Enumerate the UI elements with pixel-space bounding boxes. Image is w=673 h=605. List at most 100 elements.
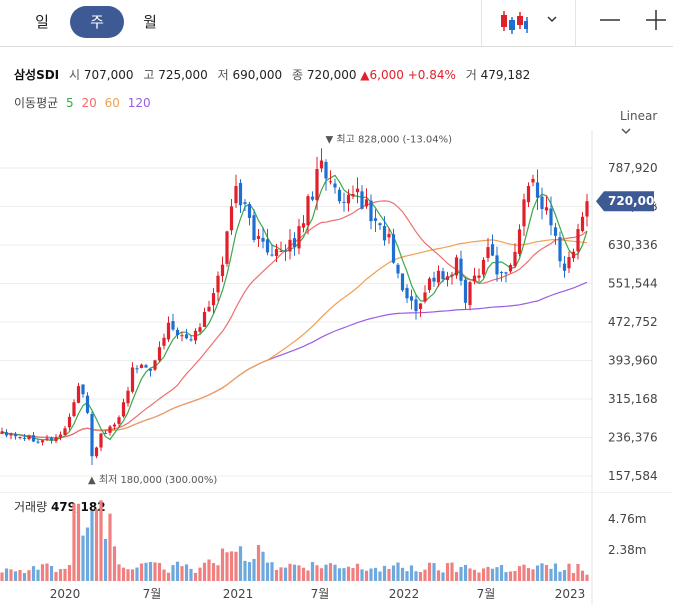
candle (207, 300, 211, 312)
volume-bar (562, 569, 567, 581)
candle-body (508, 264, 513, 272)
volume-bar (454, 572, 459, 581)
candle-body (414, 299, 418, 312)
volume-bar (292, 564, 297, 581)
candle (409, 289, 414, 310)
candle (99, 432, 103, 452)
volume-bar (31, 566, 36, 581)
candle (76, 382, 81, 404)
x-tick-label: 2021 (223, 587, 254, 601)
candle-body (400, 273, 405, 291)
x-tick-label: 7월 (143, 587, 162, 601)
candle-body (409, 296, 414, 301)
candle-body (126, 390, 130, 404)
close-value: 720,000 (306, 68, 357, 82)
candle (27, 434, 31, 441)
candle-body (450, 274, 454, 277)
candle-body (274, 249, 279, 257)
volume-bar (279, 567, 283, 581)
candle-body (571, 251, 576, 259)
volume-bar (238, 546, 243, 581)
candle-body (85, 395, 90, 413)
price-chart[interactable]: 787,920709,128630,336551,544472,752393,9… (0, 130, 673, 492)
volume-bar (517, 566, 522, 581)
candle (283, 244, 288, 261)
candle (13, 432, 18, 440)
candle (9, 432, 13, 440)
volume-bar (414, 571, 418, 581)
candle-body (216, 275, 220, 293)
candle (441, 267, 445, 283)
candle (558, 231, 562, 268)
candle (522, 193, 526, 237)
chevron-down-icon[interactable] (546, 14, 558, 24)
candle (103, 429, 108, 435)
candle-body (13, 433, 18, 437)
candle (324, 159, 328, 191)
volume-tick-label: 2.38m (608, 543, 646, 557)
candle (220, 256, 225, 283)
candle-body (99, 433, 103, 448)
volume-tick-label: 4.76m (608, 512, 646, 526)
candle-body (328, 181, 333, 183)
candle-body (427, 278, 432, 290)
candle-body (391, 234, 396, 263)
volume-bar (13, 571, 18, 581)
candle-body (189, 339, 193, 341)
tab-monthly[interactable]: 월 (143, 13, 157, 31)
volume-bar (103, 538, 108, 581)
volume-bar (153, 562, 157, 581)
plus-icon[interactable] (642, 6, 670, 34)
volume-bar (94, 509, 99, 581)
candle (274, 243, 279, 262)
volume-bar (171, 565, 175, 581)
candle (270, 244, 274, 257)
candle (508, 263, 513, 274)
candle (387, 227, 391, 244)
candle (531, 174, 535, 187)
volume-bar (553, 563, 558, 581)
volume-bar (58, 569, 63, 581)
scale-selector[interactable]: Linear (620, 109, 673, 137)
volume-bar (225, 552, 229, 581)
candle-body (175, 329, 180, 336)
candle (247, 201, 252, 226)
chart-type-selector[interactable] (481, 0, 576, 46)
moving-average-label: 이동평균 (14, 96, 59, 110)
volume-bar (423, 569, 427, 581)
candle (265, 228, 270, 256)
candle-body (486, 247, 490, 258)
volume-bar (27, 570, 31, 581)
volume-bar (504, 572, 508, 581)
volume-chart[interactable]: 7.14m 4.76m 2.38m 2020 7월 2021 7월 2022 7월 2023 (0, 492, 673, 605)
candle-body (22, 437, 27, 439)
tab-daily[interactable]: 일 (35, 13, 49, 31)
volume-bar (139, 563, 144, 581)
candle (517, 224, 522, 257)
candle (369, 194, 373, 230)
candle-body (526, 185, 531, 203)
volume-bar (567, 563, 571, 581)
volume-bar (148, 561, 153, 581)
volume-bar (54, 571, 58, 581)
candle-body (346, 194, 351, 204)
candle (189, 335, 193, 342)
candle-body (535, 182, 540, 198)
candle-body (445, 276, 450, 280)
volume-bar (112, 546, 117, 581)
candle-body (103, 432, 108, 434)
volume-bar (90, 511, 94, 581)
candle (81, 384, 85, 398)
y-tick-label: 157,584 (608, 469, 658, 483)
candle-body (40, 440, 45, 443)
volume-bar (301, 567, 306, 581)
volume-bar (432, 563, 436, 581)
candle (418, 303, 423, 318)
candle-body (553, 227, 558, 236)
y-tick-label: 315,168 (608, 392, 658, 406)
current-price-label: 720,000 (608, 194, 663, 208)
candle-body (27, 436, 31, 440)
tab-weekly[interactable]: 주 (70, 6, 124, 38)
minus-icon[interactable] (596, 6, 624, 34)
volume-bar (265, 562, 270, 581)
